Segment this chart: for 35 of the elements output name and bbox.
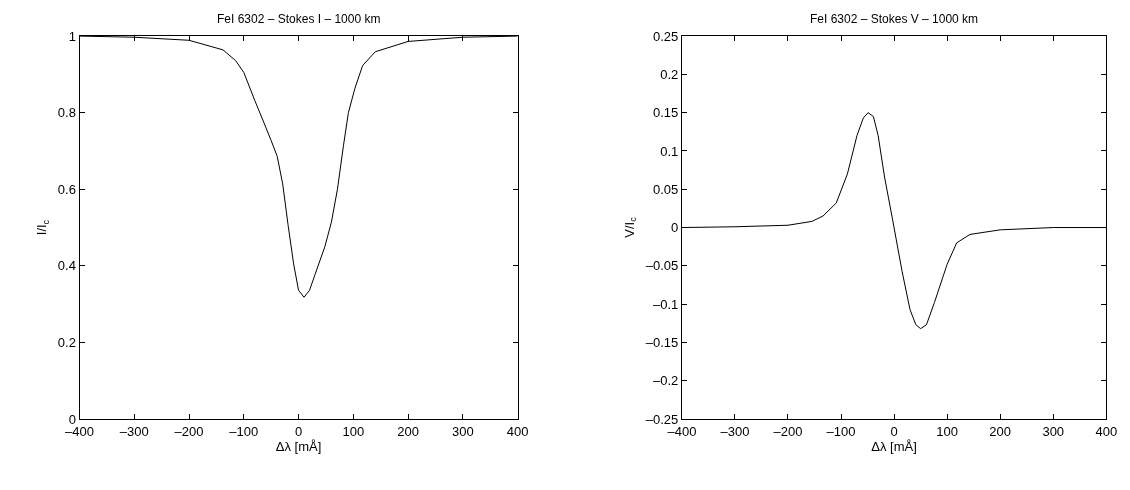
chart-title: FeI 6302 – Stokes I – 1000 km [217,12,381,26]
x-tick-label: –200 [773,423,803,439]
x-tick-label: 200 [397,423,419,439]
y-tick-label: 0.8 [57,105,76,121]
x-axis-title: Δλ [mÅ] [871,439,917,455]
y-tick-label: 0.6 [57,181,76,197]
x-tick-label: –300 [720,423,750,439]
y-tick-label: 1 [68,28,76,44]
x-tick-label: 300 [452,423,474,439]
x-tick-label: 0 [890,423,898,439]
y-tick-label: 0 [671,220,679,236]
x-tick-label: –200 [174,423,204,439]
y-tick-label: 0.25 [652,28,679,44]
y-tick-label: –0.05 [645,258,679,274]
y-tick-label: –0.1 [652,296,679,312]
x-tick-label: –100 [826,423,856,439]
x-tick-label: –300 [119,423,149,439]
x-tick-label: 200 [989,423,1012,439]
chart-title: FeI 6302 – Stokes V – 1000 km [810,12,979,26]
y-tick-label: 0.2 [660,66,679,82]
x-tick-label: 100 [342,423,365,439]
y-tick-label: –0.15 [645,334,679,350]
x-tick-label: –100 [229,423,259,439]
x-tick-label: 100 [936,423,958,439]
y-tick-label: 0.15 [652,105,679,121]
y-tick-label: –0.2 [652,373,679,389]
x-tick-label: 0 [294,423,303,439]
x-tick-label: 400 [506,423,529,439]
x-tick-label: 400 [1095,423,1118,439]
y-tick-label: 0.4 [57,258,76,274]
y-tick-label: 0.2 [57,334,76,350]
y-tick-label: 0.05 [652,181,679,197]
x-axis-title: Δλ [mÅ] [275,439,322,455]
y-tick-label: 0.1 [660,143,679,159]
x-tick-label: 300 [1042,423,1065,439]
